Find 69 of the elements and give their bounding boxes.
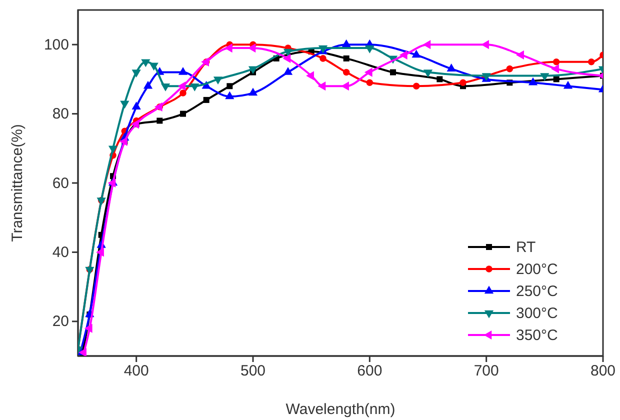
point xyxy=(224,44,232,53)
point xyxy=(366,79,374,86)
point xyxy=(552,58,560,66)
point xyxy=(160,83,170,92)
point xyxy=(399,50,408,60)
point xyxy=(365,45,374,54)
y-axis-title: Transmittance(%) xyxy=(9,124,26,242)
point xyxy=(149,62,158,71)
x-tick-label: 700 xyxy=(474,362,499,380)
y-tick-label: 40 xyxy=(52,244,69,261)
point xyxy=(422,40,431,50)
point xyxy=(120,100,130,109)
point xyxy=(225,91,234,100)
point xyxy=(551,64,559,74)
point xyxy=(156,118,163,124)
point xyxy=(436,76,443,82)
point xyxy=(320,55,326,62)
point xyxy=(96,248,104,257)
point xyxy=(283,48,293,57)
point xyxy=(178,82,186,91)
legend-label: 300°C xyxy=(516,305,558,322)
x-tick-label: 500 xyxy=(240,362,266,380)
point xyxy=(563,80,573,89)
legend-label: RT xyxy=(516,239,536,256)
point xyxy=(213,76,223,84)
point xyxy=(481,40,489,50)
point xyxy=(588,58,595,66)
point xyxy=(141,59,150,68)
point xyxy=(203,96,210,103)
point xyxy=(343,55,350,62)
legend-label: 200°C xyxy=(516,261,558,278)
point xyxy=(282,54,291,63)
y-tick-label: 60 xyxy=(52,174,69,192)
x-tick-label: 600 xyxy=(357,362,382,380)
point xyxy=(180,110,186,117)
point xyxy=(516,50,524,60)
point xyxy=(390,69,396,76)
point xyxy=(341,82,349,91)
point xyxy=(460,79,466,86)
x-tick-label: 400 xyxy=(124,362,149,380)
point xyxy=(446,64,456,72)
point xyxy=(178,67,188,75)
point xyxy=(84,324,92,333)
point xyxy=(248,66,258,74)
point xyxy=(226,83,233,90)
point xyxy=(180,90,186,96)
y-tick-label: 20 xyxy=(52,313,69,330)
point xyxy=(283,67,293,75)
point xyxy=(528,77,538,86)
point xyxy=(119,136,128,146)
legend-label: 250°C xyxy=(516,283,558,300)
point xyxy=(306,71,314,80)
legend-label: 350°C xyxy=(516,327,558,344)
point xyxy=(553,76,560,82)
point xyxy=(342,68,350,76)
point xyxy=(412,50,421,58)
point xyxy=(364,68,372,77)
y-tick-label: 80 xyxy=(52,106,69,123)
x-tick-label: 800 xyxy=(590,362,616,380)
point xyxy=(132,102,141,110)
point xyxy=(190,83,200,92)
y-tick-label: 100 xyxy=(44,36,69,54)
point xyxy=(318,82,326,91)
point xyxy=(248,88,258,96)
x-axis-title: Wavelength(nm) xyxy=(286,401,396,418)
point xyxy=(342,39,351,48)
point xyxy=(143,80,153,89)
point xyxy=(506,65,514,72)
point xyxy=(412,82,420,90)
